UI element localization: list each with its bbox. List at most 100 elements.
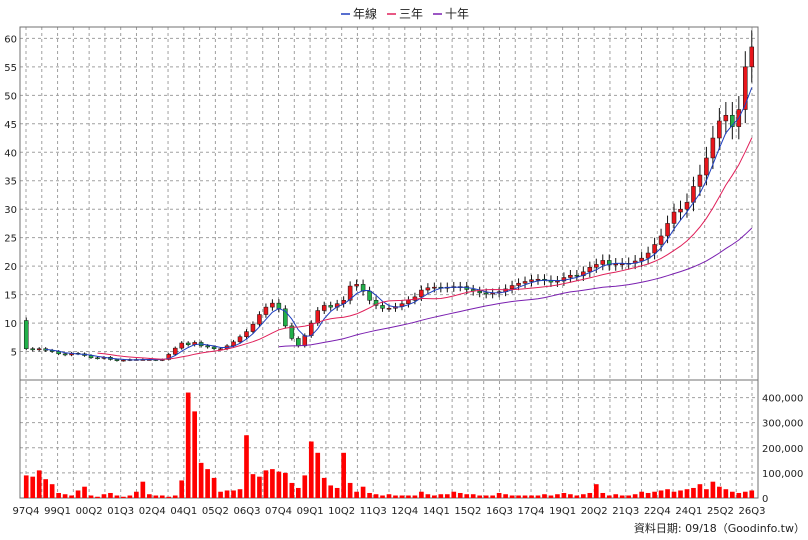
- candle-body: [296, 338, 301, 347]
- ma-line-1: [45, 87, 753, 361]
- volume-bar: [419, 491, 424, 498]
- price-tick-label: 20: [4, 262, 17, 273]
- candle-body: [619, 263, 625, 266]
- volume-bar: [159, 495, 165, 498]
- candle-body: [114, 359, 120, 361]
- x-tick-label: 09Q1: [297, 506, 324, 517]
- volume-bar: [496, 492, 502, 498]
- volume-bar: [522, 495, 528, 498]
- volume-bar: [224, 490, 230, 498]
- volume-bar: [302, 475, 308, 498]
- price-tick-label: 25: [4, 234, 17, 245]
- candle-body: [529, 279, 534, 282]
- candle-body: [95, 357, 100, 360]
- candle-body: [367, 290, 372, 301]
- volume-bar: [140, 481, 146, 498]
- volume-bar: [451, 491, 457, 498]
- x-tick-label: 14Q1: [423, 506, 450, 517]
- price-tick-label: 45: [4, 120, 17, 131]
- candle-body: [432, 286, 437, 289]
- volume-bar: [710, 481, 716, 498]
- candle-body: [250, 323, 256, 332]
- x-tick-label: 04Q1: [170, 506, 197, 517]
- volume-bar: [231, 490, 236, 498]
- volume-bar: [179, 480, 185, 498]
- volume-bar: [671, 491, 677, 498]
- x-tick-label: 00Q2: [76, 506, 103, 517]
- volume-bar: [535, 495, 541, 498]
- candle-body: [302, 335, 308, 347]
- volume-bar: [257, 476, 262, 498]
- candle-body: [483, 292, 489, 295]
- volume-bar: [43, 479, 49, 498]
- candle-body: [380, 305, 385, 309]
- candle-body: [211, 346, 217, 349]
- volume-bar: [270, 469, 275, 498]
- volume-bar: [49, 484, 55, 498]
- candle-body: [535, 278, 541, 281]
- candle-body: [652, 244, 657, 254]
- x-tick-label: 15Q2: [454, 506, 481, 517]
- candle-body: [671, 211, 677, 224]
- volume-bar: [593, 484, 599, 498]
- volume-bar: [432, 495, 437, 498]
- candle-body: [373, 300, 379, 306]
- volume-bar: [632, 494, 638, 498]
- candle-body: [639, 257, 644, 262]
- candle-body: [237, 336, 243, 343]
- volume-bar: [166, 496, 172, 498]
- candle-body: [561, 277, 567, 282]
- volume-bar: [205, 469, 210, 498]
- candle-body: [697, 174, 703, 187]
- volume-bar: [114, 495, 120, 498]
- candle-body: [717, 120, 722, 139]
- volume-bar: [341, 452, 346, 498]
- volume-bar: [412, 495, 418, 498]
- x-axis: 97Q4 99Q1 00Q2 01Q3 02Q4 04Q1 05Q2 06Q3 07Q4 09Q1…: [13, 506, 766, 517]
- candle-body: [555, 280, 560, 283]
- volume-bar: [153, 495, 159, 498]
- x-tick-label: 10Q2: [328, 506, 355, 517]
- candle-body: [179, 342, 184, 349]
- candle-body: [600, 260, 606, 265]
- volume-bar: [354, 491, 359, 498]
- x-tick-label: 06Q3: [233, 506, 260, 517]
- candle-body: [658, 235, 664, 245]
- candle-body: [263, 306, 269, 315]
- volume-axis: 0 100,000 200,000 300,000 400,000: [762, 394, 803, 505]
- volume-bar: [399, 495, 405, 498]
- chart-grid: [20, 27, 758, 499]
- volume-bar: [134, 491, 139, 498]
- price-axis: 5 10 15 20 25 30 35 40 45 50 55 60: [4, 34, 17, 358]
- candle-body: [360, 284, 366, 292]
- candle-body: [419, 289, 424, 298]
- volume-bar: [276, 471, 282, 498]
- volume-bar: [263, 470, 269, 498]
- volume-bar: [691, 487, 696, 498]
- volume-bar: [380, 495, 385, 498]
- x-tick-label: 24Q1: [675, 506, 702, 517]
- x-tick-label: 02Q4: [139, 506, 166, 517]
- volume-bar: [101, 494, 107, 498]
- volume-bar: [619, 495, 625, 498]
- candle-body: [347, 285, 353, 301]
- volume-tick-label: 0: [762, 494, 768, 505]
- ma-line-3: [278, 227, 753, 348]
- volume-bar: [684, 489, 690, 498]
- candle-body: [684, 202, 690, 210]
- volume-bar: [108, 492, 113, 498]
- x-tick-label: 16Q3: [486, 506, 513, 517]
- price-tick-label: 5: [11, 348, 17, 359]
- candle-body: [587, 267, 593, 273]
- volume-bar: [373, 494, 379, 498]
- candle-body: [36, 348, 42, 351]
- volume-bar: [717, 486, 722, 498]
- volume-bar: [542, 494, 547, 498]
- volume-bar: [172, 495, 178, 498]
- candle-body: [645, 252, 651, 259]
- volume-bar: [347, 482, 353, 498]
- volume-bar: [742, 491, 748, 498]
- volume-bar: [568, 494, 573, 498]
- volume-bar: [192, 411, 197, 498]
- volume-bar: [360, 486, 366, 498]
